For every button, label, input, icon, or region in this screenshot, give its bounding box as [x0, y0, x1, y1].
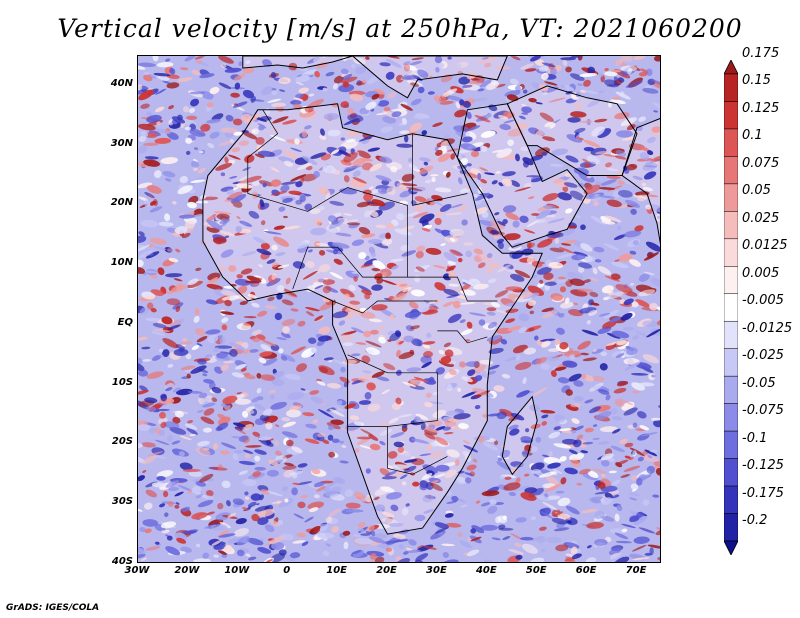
lat-tick-label: 30S: [111, 496, 133, 508]
arabia-coastline: [456, 103, 588, 248]
lat-tick-label: 20N: [110, 197, 133, 209]
lon-tick-label: 0: [283, 565, 291, 576]
lon-tick-label: 60E: [575, 565, 597, 576]
lat-tick-label: 10N: [110, 257, 133, 269]
colorbar-min-arrow: [724, 540, 738, 555]
colorbar-swatch: [724, 403, 738, 432]
country-border: [407, 276, 498, 302]
colorbar-swatch: [724, 320, 738, 349]
lat-tick-label: 40S: [111, 556, 133, 567]
map-panel: [137, 55, 661, 563]
colorbar-swatch: [724, 458, 738, 487]
colorbar-level-label: -0.05: [742, 375, 776, 391]
lat-tick-label: EQ: [117, 316, 133, 328]
lon-tick-label: 70E: [625, 565, 647, 576]
lon-tick-label: 20W: [174, 565, 200, 576]
india-coastline: [621, 118, 660, 245]
velocity-speckles: [138, 56, 660, 562]
colorbar-swatch: [724, 183, 738, 212]
colorbar-level-label: 0.125: [742, 100, 780, 116]
colorbar-swatch: [724, 375, 738, 404]
colorbar-swatch: [724, 73, 738, 102]
colorbar-level-label: 0.025: [742, 210, 780, 226]
lat-tick-label: 40N: [110, 77, 133, 89]
country-border: [387, 426, 448, 475]
colorbar-max-arrow: [724, 60, 738, 75]
colorbar-level-label: 0.05: [742, 183, 771, 199]
colorbar-swatch: [724, 513, 738, 542]
map-title: Vertical velocity [m/s] at 250hPa, VT: 2…: [57, 14, 743, 43]
colorbar-level-label: -0.2: [742, 513, 768, 528]
country-border: [332, 300, 438, 314]
lon-tick-label: 50E: [525, 565, 547, 576]
colorbar-level-label: 0.0125: [742, 238, 788, 254]
lon-tick-label: 30W: [124, 565, 150, 576]
colorbar-level-label: -0.1: [742, 430, 768, 446]
lat-tick-label: 10S: [111, 376, 133, 388]
lon-tick-label: 40E: [475, 565, 497, 576]
lon-tick-label: 10E: [326, 565, 347, 576]
land-tint: [502, 396, 538, 475]
colorbar-level-label: 0.175: [742, 46, 780, 61]
lon-tick-label: 30E: [426, 565, 447, 576]
country-border: [347, 354, 438, 427]
country-border: [437, 330, 488, 344]
lat-tick-label: 30N: [110, 137, 133, 149]
colorbar: [724, 60, 738, 555]
colorbar-swatch: [724, 485, 738, 514]
colorbar-swatch: [724, 238, 738, 267]
colorbar-level-label: -0.175: [742, 485, 784, 501]
africa-coastline: [202, 103, 543, 535]
colorbar-level-label: 0.005: [742, 265, 780, 281]
colorbar-level-label: -0.005: [742, 293, 784, 309]
colorbar-level-label: -0.125: [742, 458, 784, 474]
colorbar-swatch: [724, 293, 738, 322]
country-border: [247, 109, 408, 290]
colorbar-level-label: -0.025: [742, 348, 784, 364]
madagascar-coastline: [501, 395, 538, 476]
lat-tick-label: 20S: [111, 436, 133, 448]
colorbar-swatch: [724, 128, 738, 157]
velocity-field-map: [138, 56, 660, 562]
colorbar-swatch: [724, 101, 738, 130]
colorbar-swatch: [724, 430, 738, 459]
country-border: [412, 133, 468, 206]
colorbar-level-label: 0.075: [742, 155, 780, 171]
colorbar-level-label: -0.075: [742, 403, 784, 419]
lon-tick-label: 10W: [224, 565, 250, 576]
lon-tick-label: 20E: [376, 565, 397, 576]
colorbar-level-label: 0.15: [742, 73, 771, 89]
colorbar-swatch: [724, 266, 738, 295]
europe-coastline: [242, 56, 508, 99]
grads-credit: GrADS: IGES/COLA: [6, 603, 100, 613]
colorbar-level-label: -0.0125: [742, 320, 793, 336]
colorbar-swatch: [724, 348, 738, 377]
colorbar-swatch: [724, 156, 738, 185]
colorbar-swatch: [724, 211, 738, 240]
colorbar-level-label: 0.1: [742, 128, 763, 144]
